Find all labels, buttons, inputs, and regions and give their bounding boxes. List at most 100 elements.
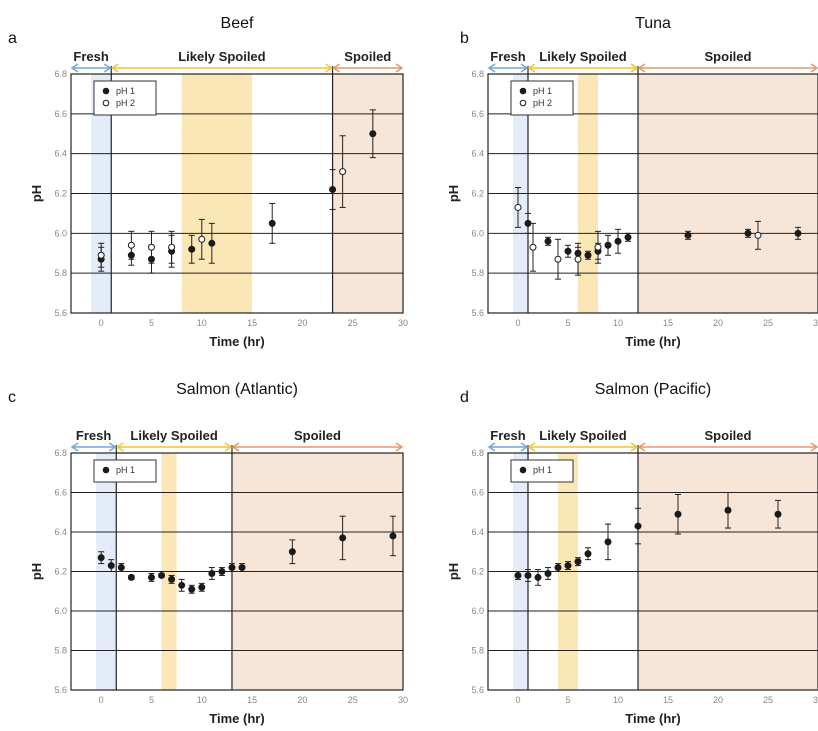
y-tick-label: 5.6 [54, 308, 67, 318]
y-tick-label: 6.2 [471, 189, 484, 199]
legend-box [93, 80, 157, 116]
x-tick-label: 0 [515, 318, 520, 328]
x-tick-label: 10 [613, 695, 623, 705]
legend-entry: pH 1 [116, 86, 135, 96]
x-tick-label: 0 [515, 695, 520, 705]
spoiled-zone-label: Spoiled [344, 49, 391, 64]
y-tick-label: 6.0 [54, 228, 67, 238]
data-point [604, 538, 612, 546]
data-point [754, 231, 762, 239]
data-point [208, 239, 216, 247]
y-axis-label: pH [446, 563, 461, 580]
data-point [389, 532, 397, 540]
spoiled-arrow-head-left [637, 63, 646, 73]
spoiled-zone-label: Spoiled [705, 49, 752, 64]
x-tick-label: 5 [565, 695, 570, 705]
legend-box [510, 80, 574, 116]
x-tick-label: 0 [99, 318, 104, 328]
panel-title: Beef [221, 15, 254, 32]
fresh-zone-label: Fresh [490, 49, 525, 64]
panel-letter: c [8, 389, 16, 406]
likely-zone-label: Likely Spoiled [130, 428, 217, 443]
data-point [774, 510, 782, 518]
panel-c: Fresh Likely Spoiled Spoiled 5.6 5.8 6.0 6.2 6.… [8, 381, 408, 726]
data-point [514, 571, 522, 579]
legend-box [510, 459, 574, 483]
data-point [339, 534, 347, 542]
panel-a: Fresh Likely Spoiled Spoiled 5.6 5.8 6.0 6.2 6.… [8, 15, 408, 349]
y-tick-label: 6.4 [471, 527, 484, 537]
panel-d: Fresh Likely Spoiled Spoiled 5.6 5.8 6.0 6.2 6.… [446, 381, 818, 726]
x-tick-label: 10 [613, 318, 623, 328]
y-tick-label: 6.4 [54, 149, 67, 159]
x-tick-label: 30 [398, 318, 408, 328]
plot-area [488, 74, 818, 313]
likely-zone-label: Likely Spoiled [539, 428, 626, 443]
data-point [238, 564, 246, 572]
data-point [158, 571, 166, 579]
legend-marker [102, 87, 110, 95]
fresh-zone-label: Fresh [76, 428, 111, 443]
data-point [188, 245, 196, 253]
x-axis-label: Time (hr) [625, 711, 680, 726]
x-tick-label: 10 [197, 318, 207, 328]
y-tick-label: 6.6 [54, 109, 67, 119]
panel-letter: a [8, 30, 17, 47]
x-tick-label: 20 [713, 318, 723, 328]
likely-arrow-head-right [224, 442, 233, 452]
y-tick-label: 6.2 [54, 189, 67, 199]
data-point [127, 241, 135, 249]
y-tick-label: 5.6 [471, 685, 484, 695]
x-tick-label: 15 [247, 695, 257, 705]
x-tick-label: 15 [247, 318, 257, 328]
data-point [147, 243, 155, 251]
fresh-arrow-head-right [520, 63, 529, 73]
spoiled-arrow-head-right [810, 442, 818, 452]
x-axis-label: Time (hr) [209, 334, 264, 349]
likely-arrow-head-right [630, 63, 639, 73]
y-tick-label: 5.6 [471, 308, 484, 318]
y-tick-label: 5.8 [54, 646, 67, 656]
y-tick-label: 6.4 [471, 149, 484, 159]
likely-arrow-head-left [527, 63, 536, 73]
y-tick-label: 5.6 [54, 685, 67, 695]
data-point [198, 235, 206, 243]
data-point [724, 506, 732, 514]
data-point [339, 168, 347, 176]
likely-arrow-head-left [527, 442, 536, 452]
spoiled-arrow-head-right [395, 63, 404, 73]
data-point [634, 522, 642, 530]
spoiled-arrow-head-left [231, 442, 240, 452]
data-point [574, 558, 582, 566]
spoiled-arrow-head-left [332, 63, 340, 73]
data-point [614, 237, 622, 245]
x-tick-label: 30 [398, 695, 408, 705]
x-tick-label: 15 [663, 318, 673, 328]
legend-entry: pH 2 [533, 98, 552, 108]
y-tick-label: 6.2 [54, 567, 67, 577]
y-tick-label: 6.2 [471, 567, 484, 577]
data-point [168, 243, 176, 251]
spoiled-arrow-head-right [810, 63, 818, 73]
x-tick-label: 20 [297, 695, 307, 705]
data-point [554, 564, 562, 572]
fresh-arrow-head-left [487, 63, 496, 73]
x-tick-label: 15 [663, 695, 673, 705]
data-point [168, 575, 176, 583]
series-ph-2 [97, 135, 347, 268]
x-tick-label: 0 [99, 695, 104, 705]
x-tick-label: 20 [713, 695, 723, 705]
data-point [624, 233, 632, 241]
fresh-arrow-head-right [108, 442, 117, 452]
data-point [524, 571, 532, 579]
data-point [127, 573, 135, 581]
y-tick-label: 5.8 [54, 268, 67, 278]
y-tick-label: 6.6 [471, 109, 484, 119]
data-point [594, 243, 602, 251]
data-point [684, 231, 692, 239]
y-axis-label: pH [446, 185, 461, 202]
panel-b: Fresh Likely Spoiled Spoiled 5.6 5.8 6.0 6.2 6.… [446, 15, 818, 349]
data-point [188, 585, 196, 593]
legend-marker [519, 99, 527, 107]
